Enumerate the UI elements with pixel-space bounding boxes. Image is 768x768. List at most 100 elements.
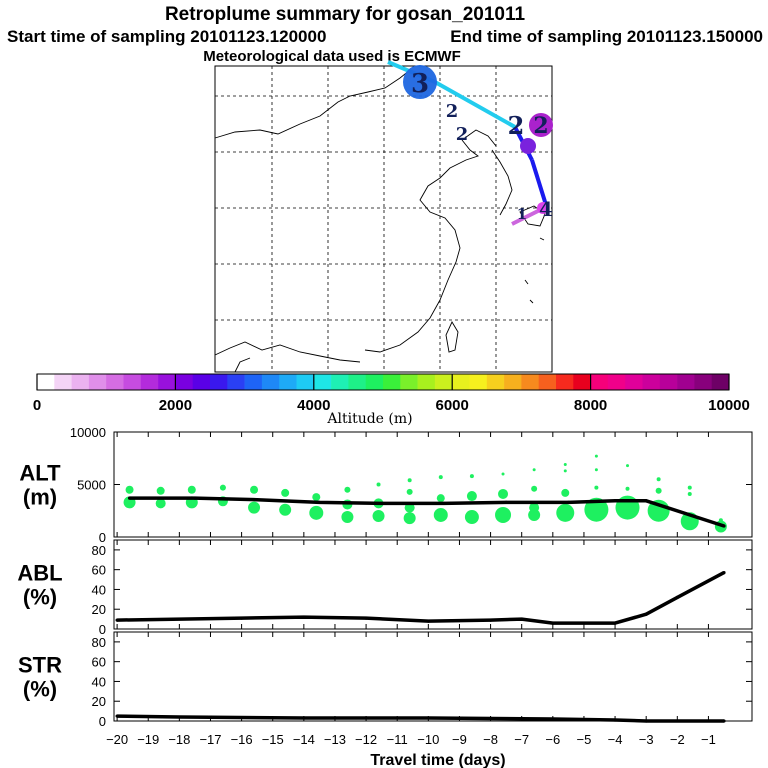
series-point: [613, 499, 617, 503]
series-point: [255, 498, 259, 502]
series-point: [504, 500, 508, 504]
panel-abl: 80 60 40 20 0 ABL(%): [17, 539, 753, 637]
plume-dot: [341, 511, 354, 524]
plume-dot: [407, 478, 412, 483]
plume-dot: [501, 472, 505, 476]
series-point: [722, 524, 726, 528]
plume-dot: [531, 485, 538, 492]
series-point: [722, 719, 726, 723]
colorbar-swatch: [625, 374, 643, 390]
plume-dot: [687, 485, 692, 490]
colorbar-swatch: [573, 374, 591, 390]
colorbar-tick-label: 4000: [297, 397, 330, 414]
map-coastlines: [214, 69, 546, 373]
plume-dot: [372, 510, 385, 522]
plume-dot: [626, 464, 630, 468]
plume-dot: [219, 484, 226, 491]
day-numeral: 2: [456, 124, 469, 145]
plume-dot: [250, 485, 259, 494]
colorbar-swatch: [434, 374, 453, 390]
colorbar-swatch: [538, 374, 557, 390]
plume-dot: [281, 488, 290, 497]
colorbar-swatch: [210, 374, 228, 390]
day-numeral: 2: [533, 113, 548, 139]
panel-ylabel-unit: (m): [23, 485, 57, 510]
colorbar-swatch: [175, 374, 193, 390]
plume-dot: [312, 493, 321, 502]
x-tick-label: −20: [106, 732, 128, 747]
colorbar-swatch: [244, 374, 263, 390]
panel-frame: [113, 539, 753, 630]
colorbar-swatch: [556, 374, 574, 390]
plume-dot: [687, 491, 692, 496]
series-point: [644, 612, 648, 616]
series-point: [193, 496, 197, 500]
trajectory-segment-4: [530, 159, 548, 206]
colorbar-swatch: [106, 374, 124, 390]
plume-dot: [436, 494, 445, 503]
hainan-coast: [234, 357, 251, 373]
x-tick-label: −18: [168, 732, 190, 747]
plume-dot: [156, 486, 165, 495]
x-tick-label: −11: [387, 732, 408, 747]
x-tick-label: −5: [577, 732, 592, 747]
series-point: [317, 500, 322, 504]
colorbar-swatch: [590, 374, 609, 390]
colorbar-swatch: [88, 374, 107, 390]
x-tick-label: −4: [608, 732, 623, 747]
series-point: [644, 499, 648, 503]
x-tick-label: −9: [452, 732, 467, 747]
china-border-north: [214, 69, 411, 139]
y-tick-label: 60: [92, 655, 106, 670]
series-point: [675, 595, 679, 599]
panel-alt: 10000 5000 0 ALT(m): [19, 425, 753, 545]
x-tick-label: −10: [417, 732, 439, 747]
colorbar-swatch: [383, 374, 401, 390]
x-tick-label: −14: [293, 732, 315, 747]
colorbar-swatch: [140, 374, 159, 390]
series-point: [127, 496, 132, 500]
south-china-coast: [214, 341, 361, 363]
plume-dot: [438, 475, 443, 480]
colorbar-tick-labels: 0 2000 4000 6000 8000 10000: [33, 397, 750, 414]
colorbar-swatch: [469, 374, 488, 390]
series-line-abl: [117, 571, 725, 625]
plume-dot: [187, 485, 196, 494]
y-tick-label: 10000: [70, 425, 106, 440]
x-tick-label: −16: [231, 732, 253, 747]
plume-dot: [406, 488, 413, 495]
colorbar-swatch: [417, 374, 436, 390]
x-tick-label: −15: [262, 732, 284, 747]
day-numeral: 3: [411, 69, 429, 99]
x-tick-label: −2: [670, 732, 685, 747]
colorbar-swatch: [400, 374, 418, 390]
plume-dot: [655, 487, 662, 494]
panel-ylabel: ABL: [17, 561, 62, 586]
japan-small-islands: [524, 237, 545, 304]
plume-dot: [495, 506, 512, 523]
plume-dot: [155, 498, 166, 509]
colorbar-swatch: [261, 374, 280, 390]
y-tick-label: 40: [92, 674, 106, 689]
x-tick-label: −17: [199, 732, 221, 747]
plume-dot: [532, 468, 536, 472]
panel-frame: [113, 431, 753, 538]
series-point: [380, 501, 384, 505]
colorbar-swatch: [642, 374, 661, 390]
end-time-label: End time of sampling 20101123.150000: [450, 27, 763, 46]
trajectory: [387, 60, 553, 226]
plume-dot: [556, 503, 575, 522]
colorbar-swatch: [607, 374, 626, 390]
plume-blob-3: [403, 65, 437, 99]
colorbar-tick-label: 10000: [708, 397, 750, 414]
series-point: [442, 501, 446, 505]
colorbar-swatch: [452, 374, 470, 390]
colorbar-swatch: [123, 374, 142, 390]
series-point: [240, 616, 244, 620]
plume-dot: [469, 474, 474, 479]
colorbar-swatch: [659, 374, 678, 390]
plume-dot: [594, 485, 599, 490]
colorbar-tick-label: 0: [33, 397, 41, 414]
y-tick-label: 5000: [77, 478, 106, 493]
x-tick-label: −7: [514, 732, 529, 747]
